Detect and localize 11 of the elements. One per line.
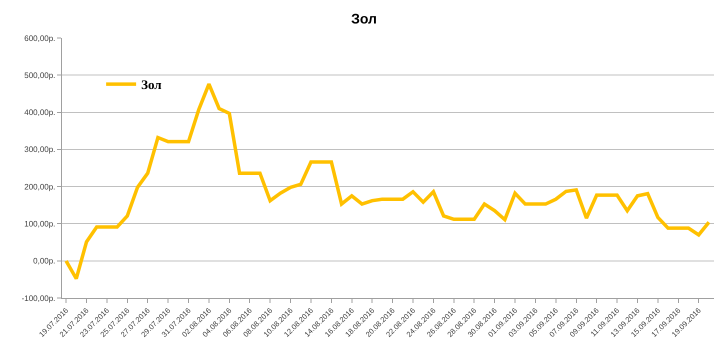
legend-label: Зол — [141, 77, 162, 92]
y-tick-label: 300,00р. — [24, 145, 56, 154]
y-tick-label: 0,00р. — [33, 256, 56, 266]
y-tick-label: 400,00р. — [24, 108, 56, 118]
y-tick-label: 200,00р. — [24, 182, 56, 192]
y-tick-label: -100,00р. — [22, 294, 56, 303]
y-tick-label: 500,00р. — [24, 70, 56, 80]
line-series — [64, 82, 711, 280]
y-tick-label: 100,00р. — [24, 220, 56, 229]
chart-title: Зол — [351, 10, 377, 27]
y-tick-label: 600,00р. — [24, 34, 56, 43]
